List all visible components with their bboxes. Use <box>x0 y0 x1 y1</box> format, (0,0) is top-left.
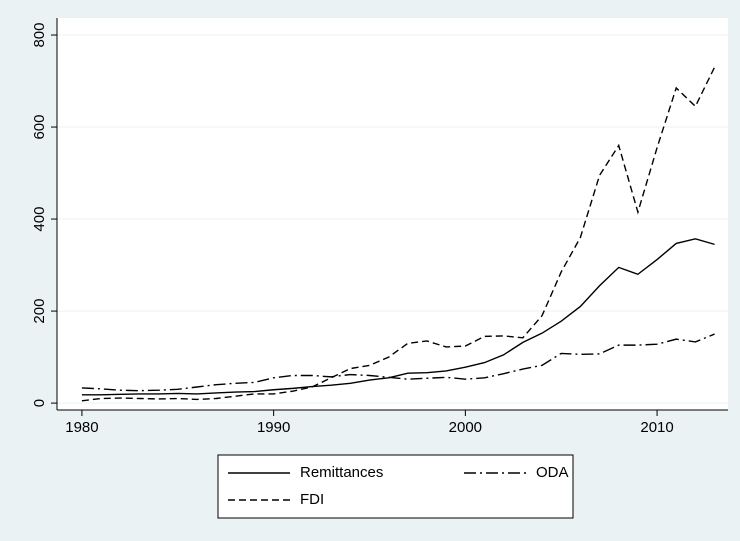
y-tick-label: 800 <box>31 23 48 48</box>
y-tick-label: 600 <box>31 115 48 140</box>
line-series <box>81 66 716 402</box>
legend-label: ODA <box>536 464 569 481</box>
x-tick-label: 1980 <box>65 419 98 436</box>
legend-label: Remittances <box>300 464 383 481</box>
line-series <box>81 333 715 392</box>
y-tick-label: 400 <box>31 207 48 232</box>
x-tick-label: 2000 <box>449 419 482 436</box>
line-series <box>81 238 715 396</box>
legend-label: FDI <box>300 491 324 508</box>
plot-area <box>57 18 728 410</box>
y-tick-label: 200 <box>31 299 48 324</box>
x-tick-label: 2010 <box>640 419 673 436</box>
y-tick-label: 0 <box>31 399 48 407</box>
legend <box>217 454 574 519</box>
x-tick-label: 1990 <box>257 419 290 436</box>
